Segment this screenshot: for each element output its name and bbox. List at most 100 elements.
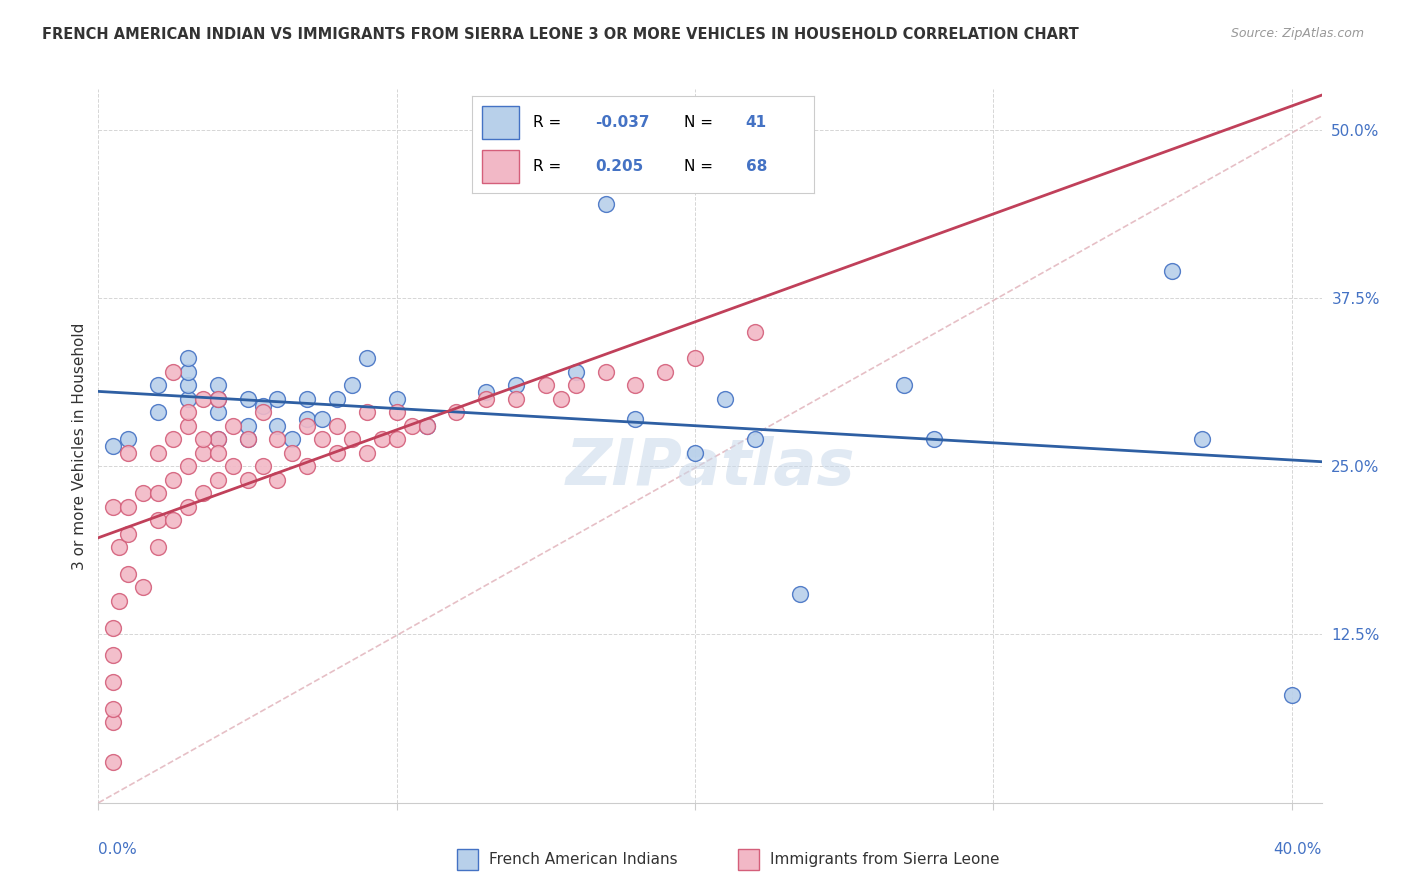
Point bbox=[221, 459, 243, 474]
Point bbox=[340, 378, 363, 392]
Point bbox=[534, 378, 557, 392]
Point bbox=[103, 701, 125, 715]
Point bbox=[103, 621, 125, 635]
Y-axis label: 3 or more Vehicles in Household: 3 or more Vehicles in Household bbox=[72, 322, 87, 570]
Point bbox=[401, 418, 423, 433]
Point bbox=[191, 392, 214, 406]
Point bbox=[108, 594, 131, 608]
Point bbox=[191, 486, 214, 500]
Point bbox=[297, 392, 319, 406]
Point bbox=[683, 351, 706, 366]
Point bbox=[236, 473, 259, 487]
Point bbox=[252, 459, 274, 474]
Point bbox=[311, 432, 333, 446]
Point bbox=[191, 446, 214, 460]
Point bbox=[744, 325, 766, 339]
Point bbox=[207, 405, 229, 419]
Point bbox=[132, 580, 155, 594]
Point bbox=[177, 405, 200, 419]
Point bbox=[893, 378, 915, 392]
Point bbox=[177, 500, 200, 514]
Point bbox=[1281, 688, 1303, 702]
Text: ZIPatlas: ZIPatlas bbox=[565, 436, 855, 499]
Point bbox=[146, 446, 169, 460]
Point bbox=[922, 432, 945, 446]
Point bbox=[281, 432, 304, 446]
Point bbox=[356, 405, 378, 419]
Point bbox=[103, 500, 125, 514]
Point bbox=[162, 365, 184, 379]
Point bbox=[207, 392, 229, 406]
Point bbox=[207, 446, 229, 460]
Point bbox=[236, 432, 259, 446]
Point bbox=[340, 432, 363, 446]
Point bbox=[236, 392, 259, 406]
Point bbox=[236, 418, 259, 433]
Point bbox=[356, 446, 378, 460]
Point bbox=[236, 432, 259, 446]
Point bbox=[475, 392, 498, 406]
Point bbox=[103, 756, 125, 770]
Point bbox=[565, 378, 588, 392]
Point bbox=[252, 399, 274, 413]
Point bbox=[624, 378, 647, 392]
Point bbox=[117, 446, 139, 460]
Point bbox=[326, 418, 349, 433]
Point bbox=[103, 674, 125, 689]
Point bbox=[132, 486, 155, 500]
Point bbox=[297, 459, 319, 474]
Point bbox=[281, 446, 304, 460]
Point bbox=[266, 432, 288, 446]
Point bbox=[191, 432, 214, 446]
Point bbox=[162, 432, 184, 446]
Point bbox=[326, 446, 349, 460]
Point bbox=[475, 385, 498, 400]
Point bbox=[221, 418, 243, 433]
Point bbox=[565, 365, 588, 379]
Text: Source: ZipAtlas.com: Source: ZipAtlas.com bbox=[1230, 27, 1364, 40]
Point bbox=[177, 459, 200, 474]
Point bbox=[177, 365, 200, 379]
Point bbox=[177, 351, 200, 366]
Point bbox=[117, 566, 139, 581]
Point bbox=[146, 540, 169, 554]
Point bbox=[356, 351, 378, 366]
Point bbox=[207, 378, 229, 392]
Point bbox=[266, 418, 288, 433]
Point bbox=[117, 526, 139, 541]
Text: French American Indians: French American Indians bbox=[489, 852, 678, 867]
Point bbox=[446, 405, 468, 419]
Text: FRENCH AMERICAN INDIAN VS IMMIGRANTS FROM SIERRA LEONE 3 OR MORE VEHICLES IN HOU: FRENCH AMERICAN INDIAN VS IMMIGRANTS FRO… bbox=[42, 27, 1078, 42]
Point bbox=[266, 392, 288, 406]
Point bbox=[371, 432, 394, 446]
Text: Immigrants from Sierra Leone: Immigrants from Sierra Leone bbox=[770, 852, 1000, 867]
Point bbox=[297, 412, 319, 426]
Point bbox=[654, 365, 676, 379]
Point bbox=[207, 432, 229, 446]
Point bbox=[385, 405, 408, 419]
Point bbox=[108, 540, 131, 554]
Point bbox=[415, 418, 437, 433]
Point bbox=[103, 714, 125, 729]
Point bbox=[252, 405, 274, 419]
Point bbox=[117, 500, 139, 514]
Point bbox=[505, 392, 527, 406]
Point bbox=[683, 446, 706, 460]
Text: 40.0%: 40.0% bbox=[1274, 842, 1322, 857]
Point bbox=[1161, 264, 1184, 278]
Point bbox=[415, 418, 437, 433]
Point bbox=[595, 196, 617, 211]
Point bbox=[103, 648, 125, 662]
Point bbox=[789, 587, 811, 601]
Point bbox=[207, 473, 229, 487]
Point bbox=[177, 392, 200, 406]
Point bbox=[207, 432, 229, 446]
Point bbox=[744, 432, 766, 446]
Point bbox=[385, 432, 408, 446]
Point bbox=[505, 378, 527, 392]
Point bbox=[162, 473, 184, 487]
Point bbox=[1191, 432, 1213, 446]
Point bbox=[177, 378, 200, 392]
Point bbox=[624, 412, 647, 426]
Point bbox=[162, 513, 184, 527]
